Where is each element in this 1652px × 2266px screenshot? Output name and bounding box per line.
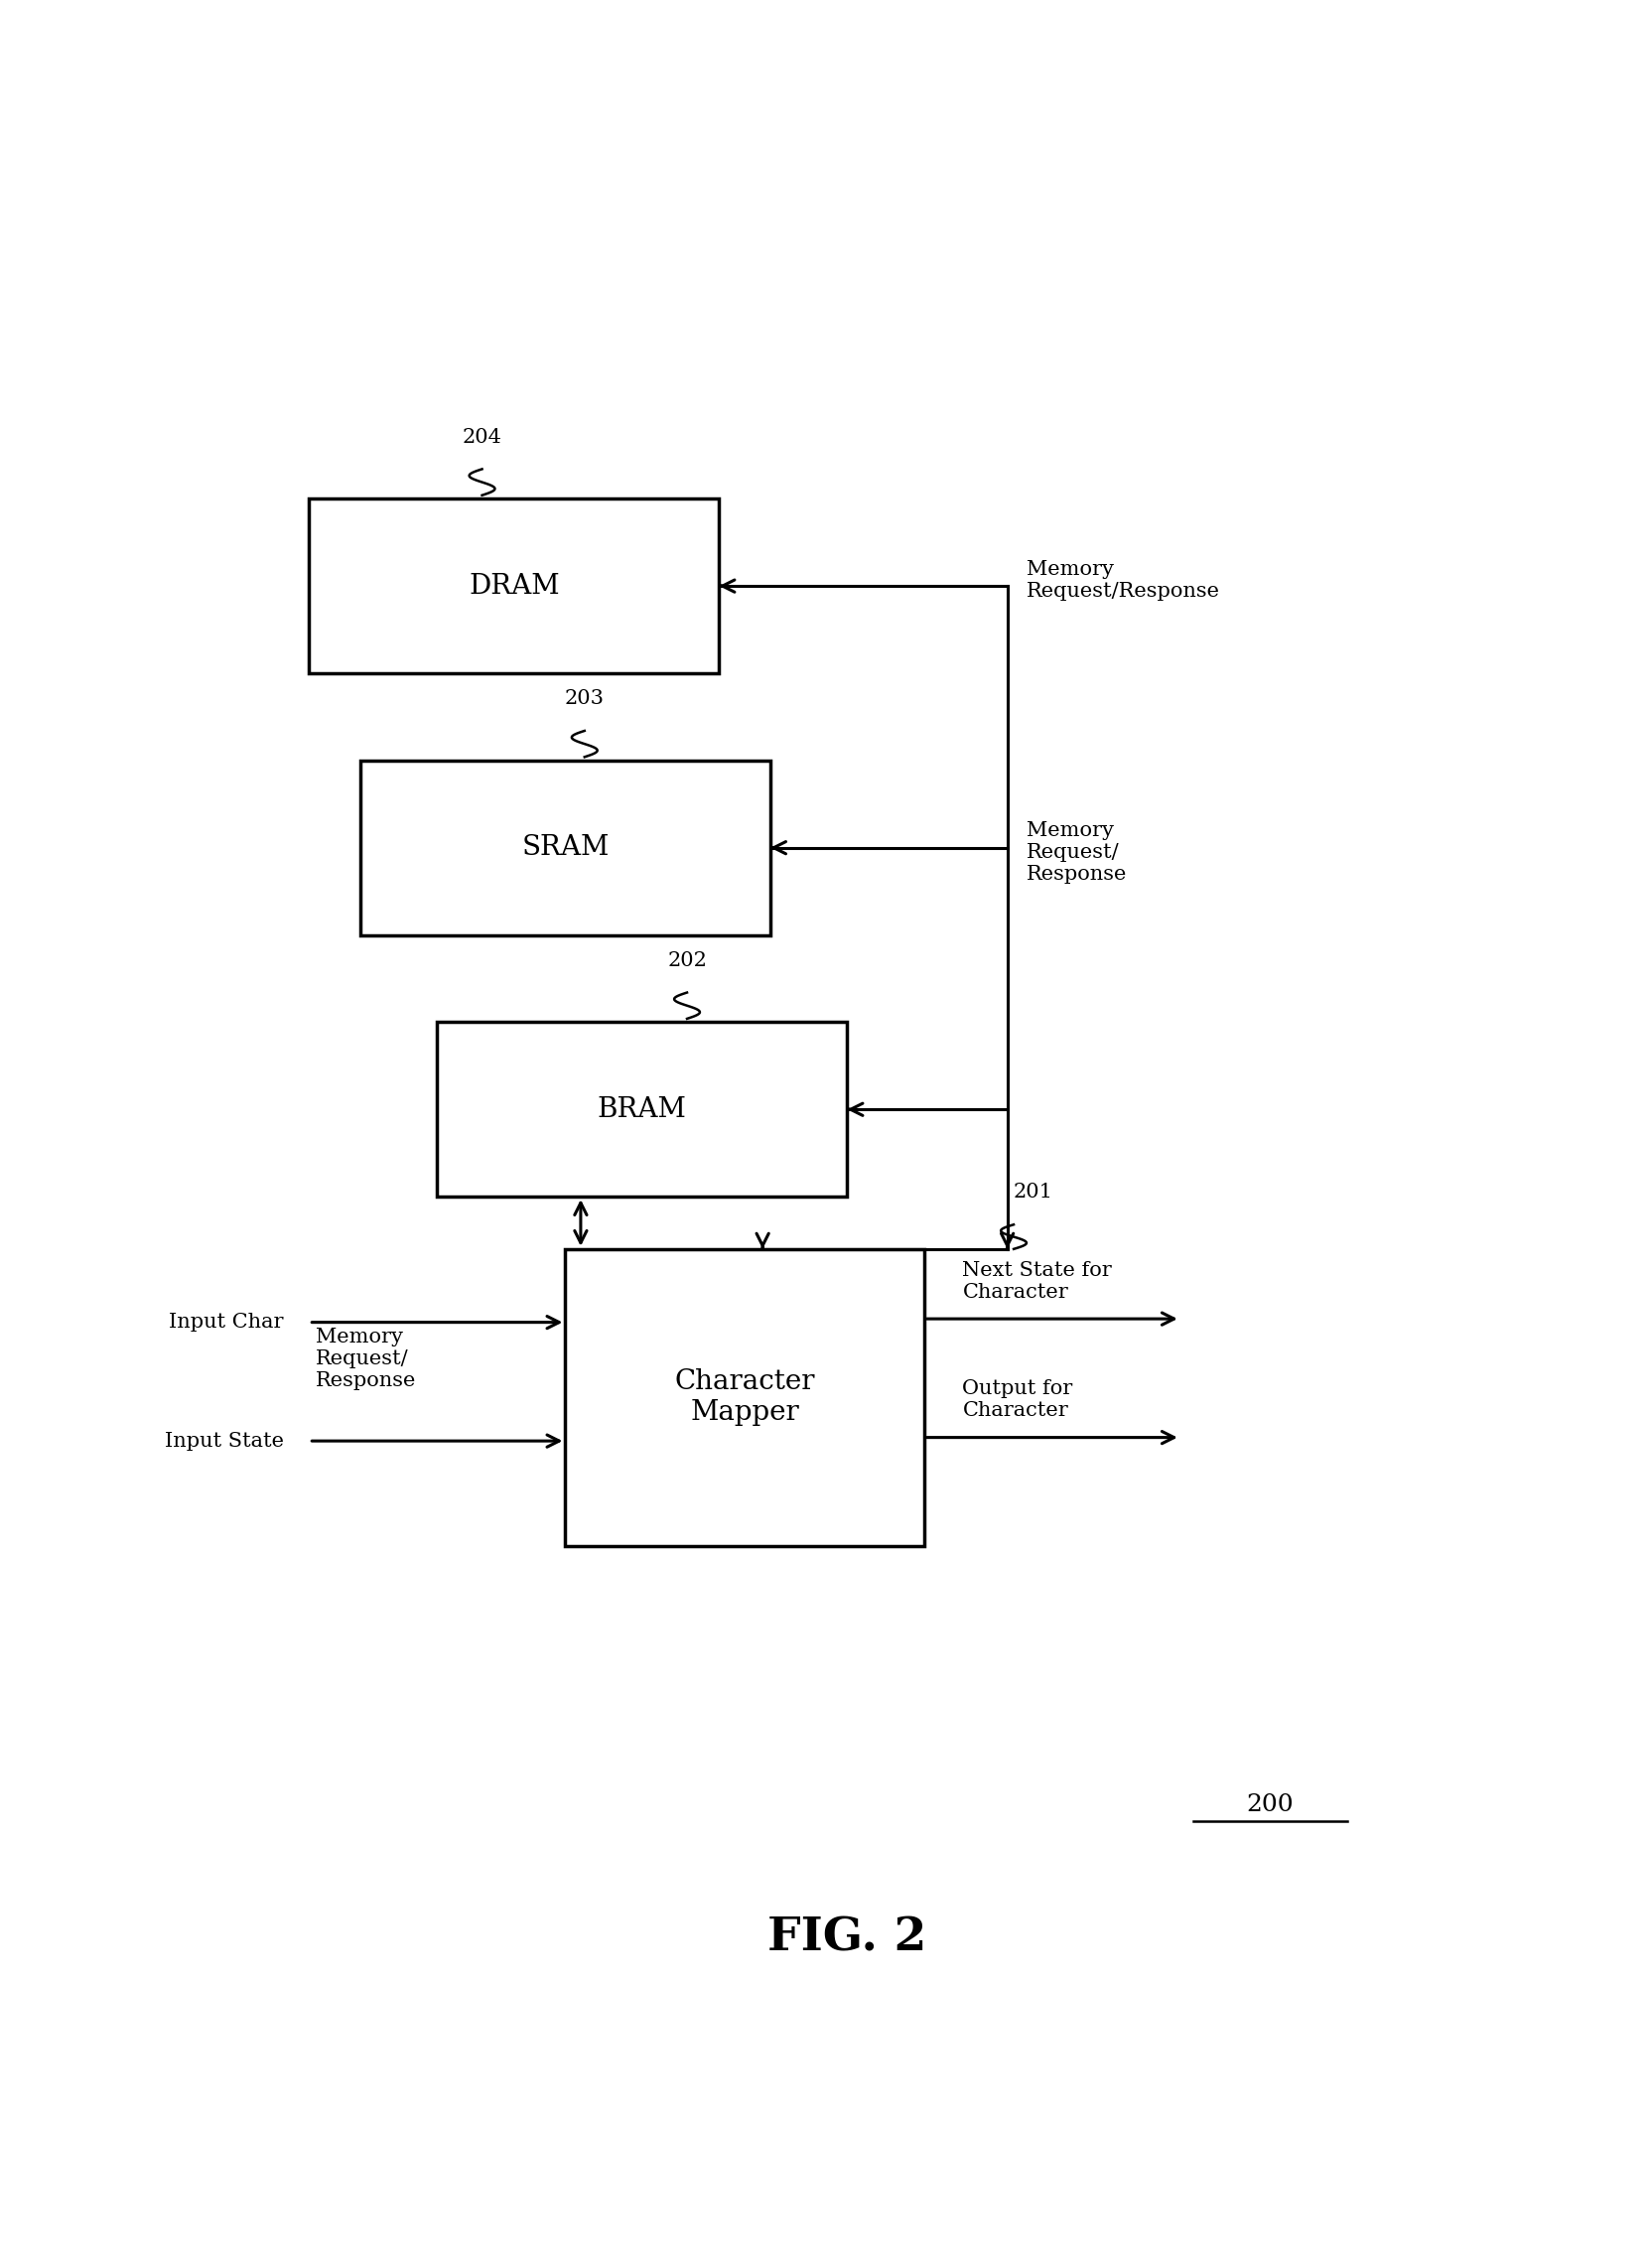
Text: Character
Mapper: Character Mapper bbox=[674, 1369, 814, 1425]
Text: FIG. 2: FIG. 2 bbox=[767, 1915, 927, 1960]
Bar bbox=[565, 1249, 923, 1545]
Text: 200: 200 bbox=[1246, 1792, 1294, 1815]
Text: Memory
Request/
Response: Memory Request/ Response bbox=[316, 1328, 416, 1389]
Bar bbox=[360, 761, 770, 936]
Text: DRAM: DRAM bbox=[468, 573, 560, 600]
Text: Memory
Request/
Response: Memory Request/ Response bbox=[1026, 823, 1127, 884]
Text: SRAM: SRAM bbox=[520, 834, 610, 861]
Text: Next State for
Character: Next State for Character bbox=[961, 1260, 1112, 1301]
Text: 203: 203 bbox=[565, 689, 605, 707]
Text: 201: 201 bbox=[1013, 1183, 1052, 1201]
Text: 204: 204 bbox=[463, 428, 502, 446]
Bar bbox=[309, 499, 719, 673]
Text: 202: 202 bbox=[667, 952, 707, 970]
Text: Input State: Input State bbox=[164, 1432, 284, 1450]
Text: Input Char: Input Char bbox=[169, 1312, 284, 1332]
Text: Output for
Character: Output for Character bbox=[961, 1380, 1072, 1421]
Bar bbox=[436, 1022, 846, 1196]
Text: BRAM: BRAM bbox=[598, 1097, 686, 1124]
Text: Memory
Request/Response: Memory Request/Response bbox=[1026, 560, 1219, 600]
